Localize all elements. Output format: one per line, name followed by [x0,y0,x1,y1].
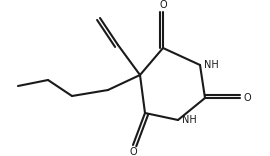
Text: NH: NH [182,115,197,125]
Text: O: O [129,147,137,156]
Text: O: O [159,0,167,10]
Text: NH: NH [204,60,219,70]
Text: O: O [243,93,251,103]
